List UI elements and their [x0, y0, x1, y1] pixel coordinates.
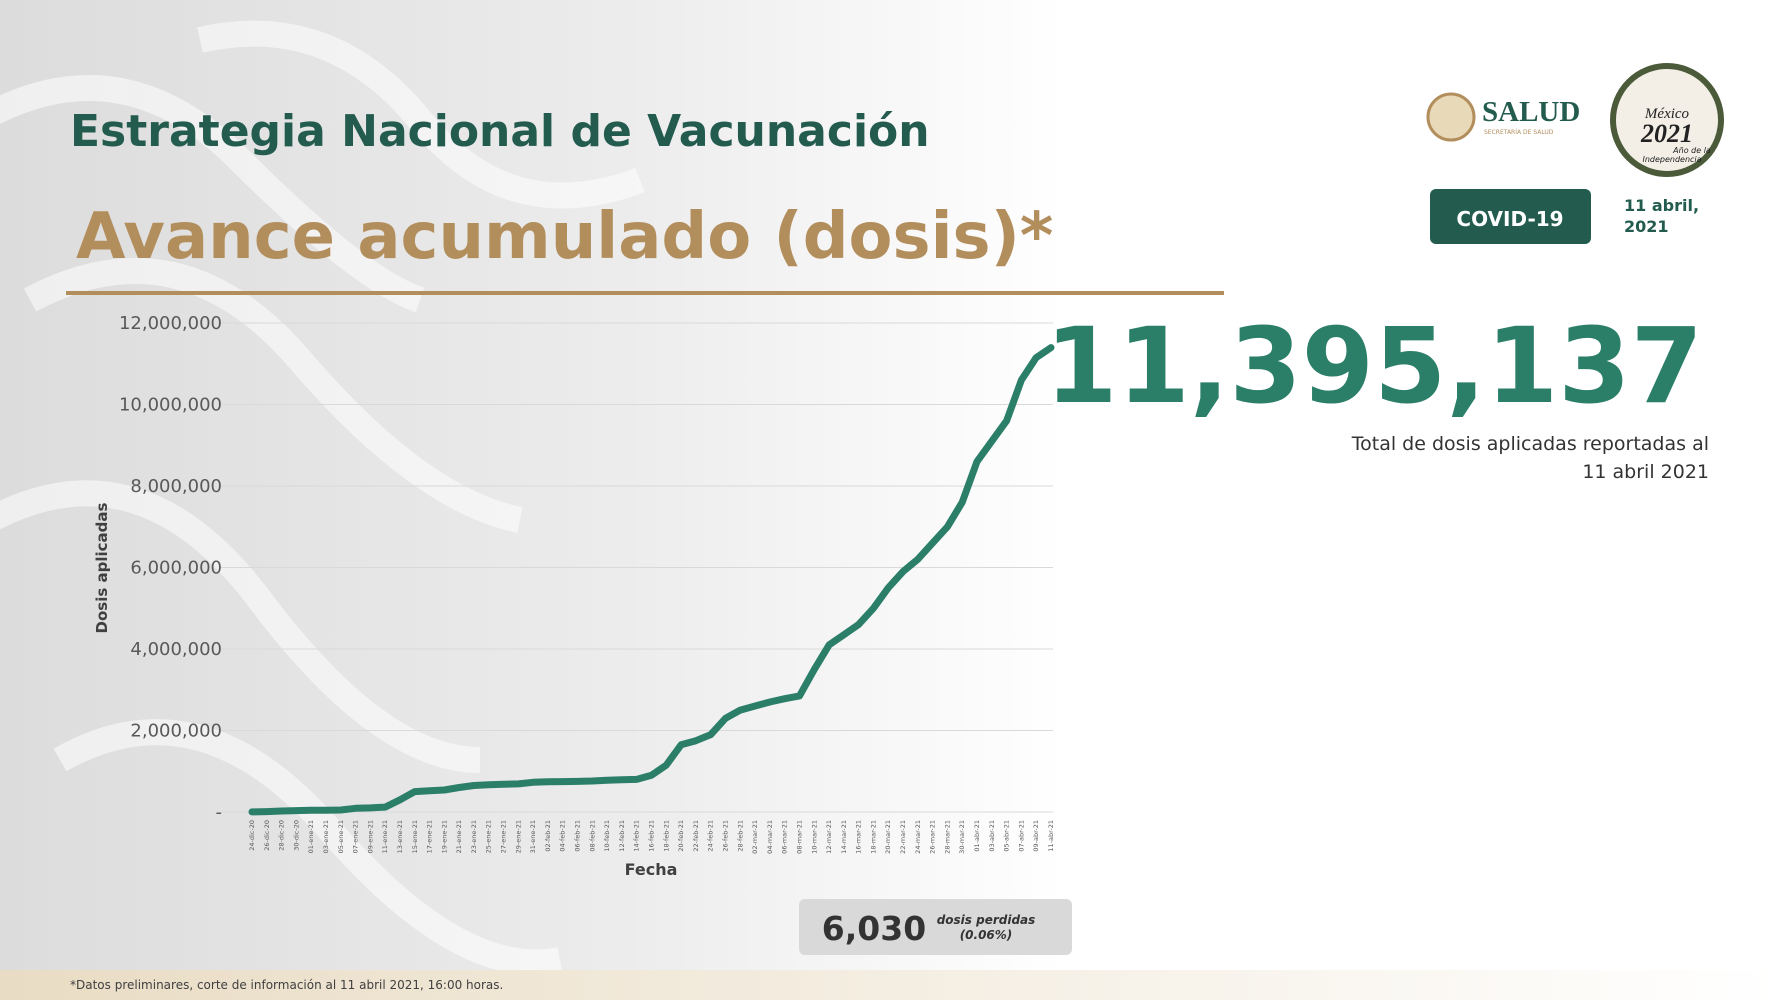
x-tick-label: 11-abr-21 [1047, 820, 1055, 852]
logo-text: Independencia [1642, 155, 1701, 164]
x-tick-label: 01-abr-21 [973, 820, 981, 852]
lost-value: 6,030 [822, 909, 926, 948]
x-tick-label: 01-ene-21 [307, 820, 315, 853]
logo-text: México [1644, 106, 1690, 122]
x-tick-label: 28-feb-21 [736, 820, 744, 852]
title: Estrategia Nacional de Vacunación [70, 106, 930, 157]
y-tick-label: 10,000,000 [119, 395, 222, 416]
y-tick-label: 8,000,000 [130, 476, 222, 497]
background-pattern [0, 20, 645, 976]
subtitle: Avance acumulado (dosis)* [76, 200, 1053, 274]
x-tick-label: 07-abr-21 [1017, 820, 1025, 852]
x-tick-label: 15-ene-21 [411, 820, 419, 853]
x-tick-label: 28-dic-20 [278, 820, 286, 851]
total-value: 11,395,137 [1045, 305, 1703, 427]
x-tick-label: 28-mar-21 [943, 820, 951, 854]
x-tick-label: 09-ene-21 [366, 820, 374, 853]
x-tick-label: 10-feb-21 [603, 820, 611, 852]
logo-text: Año de la [1672, 146, 1711, 155]
x-tick-label: 16-mar-21 [855, 820, 863, 854]
x-tick-label: 16-feb-21 [648, 820, 656, 852]
x-tick-label: 08-feb-21 [588, 820, 596, 852]
x-tick-label: 20-feb-21 [677, 820, 685, 852]
x-tick-label: 19-ene-21 [440, 820, 448, 853]
x-tick-label: 22-mar-21 [899, 820, 907, 854]
x-tick-label: 22-feb-21 [692, 820, 700, 852]
agency-sub: SECRETARÍA DE SALUD [1484, 129, 1554, 136]
x-tick-label: 03-ene-21 [322, 820, 330, 853]
y-tick-label: 6,000,000 [130, 558, 222, 579]
x-tick-label: 21-ene-21 [455, 820, 463, 853]
x-tick-label: 05-ene-21 [337, 820, 345, 853]
x-tick-label: 06-mar-21 [781, 820, 789, 854]
lost-caption: (0.06%) [960, 928, 1013, 942]
year-logo [1610, 63, 1724, 177]
x-tick-label: 02-mar-21 [751, 820, 759, 854]
x-tick-label: 04-feb-21 [559, 820, 567, 852]
date: 11 abril, [1624, 196, 1699, 215]
x-tick-label: 20-mar-21 [884, 820, 892, 854]
divider [66, 291, 1224, 295]
x-axis-label: Fecha [625, 860, 678, 879]
emblem [1426, 92, 1476, 142]
x-tick-label: 27-ene-21 [500, 820, 508, 853]
x-tick-label: 30-mar-21 [958, 820, 966, 854]
x-tick-label: 26-mar-21 [929, 820, 937, 854]
x-tick-label: 23-ene-21 [470, 820, 478, 853]
x-tick-label: 24-mar-21 [914, 820, 922, 854]
x-tick-label: 07-ene-21 [352, 820, 360, 853]
y-tick-label: 4,000,000 [130, 639, 222, 660]
x-tick-label: 10-mar-21 [810, 820, 818, 854]
badge-text: COVID-19 [1456, 207, 1563, 231]
x-tick-label: 13-ene-21 [396, 820, 404, 853]
x-tick-label: 31-ene-21 [529, 820, 537, 853]
lost-caption: dosis perdidas [937, 913, 1036, 927]
x-tick-label: 14-mar-21 [840, 820, 848, 854]
x-tick-label: 04-mar-21 [766, 820, 774, 854]
x-tick-label: 12-feb-21 [618, 820, 626, 852]
x-tick-label: 17-ene-21 [426, 820, 434, 853]
x-tick-label: 03-abr-21 [988, 820, 996, 852]
y-tick-label: 12,000,000 [119, 313, 222, 334]
x-tick-label: 14-feb-21 [633, 820, 641, 852]
y-axis-label: Dosis aplicadas [93, 502, 111, 633]
y-tick-label: 2,000,000 [130, 721, 222, 742]
x-tick-label: 08-mar-21 [795, 820, 803, 854]
x-tick-label: 18-mar-21 [869, 820, 877, 854]
y-tick-label: - [216, 802, 223, 823]
data-line [248, 344, 1055, 816]
lost-box [799, 899, 1072, 955]
total-caption: 11 abril 2021 [1582, 461, 1709, 483]
date: 2021 [1624, 217, 1669, 236]
x-tick-label: 25-ene-21 [485, 820, 493, 853]
x-tick-label: 26-dic-20 [263, 820, 271, 851]
x-tick-label: 30-dic-20 [292, 820, 300, 851]
x-tick-label: 02-feb-21 [544, 820, 552, 852]
chart: - 2,000,000 4,000,000 6,000,000 8,000,000 10,… [93, 313, 1055, 879]
logo-text: 2021 [1640, 119, 1693, 148]
total-caption: Total de dosis aplicadas reportadas al [1351, 433, 1709, 455]
footnote: *Datos preliminares, corte de informació… [70, 978, 503, 992]
x-tick-label: 11-ene-21 [381, 820, 389, 853]
x-tick-label: 26-feb-21 [721, 820, 729, 852]
x-tick-label: 12-mar-21 [825, 820, 833, 854]
x-tick-label: 18-feb-21 [662, 820, 670, 852]
x-tick-label: 05-abr-21 [1003, 820, 1011, 852]
footer-band [0, 970, 1778, 1000]
badge [1430, 189, 1591, 244]
x-tick-label: 09-abr-21 [1032, 820, 1040, 852]
x-tick-label: 24-feb-21 [707, 820, 715, 852]
x-tick-label: 29-ene-21 [514, 820, 522, 853]
x-tick-label: 06-feb-21 [574, 820, 582, 852]
agency: SALUD [1482, 96, 1580, 128]
x-tick-label: 24-dic-20 [248, 820, 256, 851]
